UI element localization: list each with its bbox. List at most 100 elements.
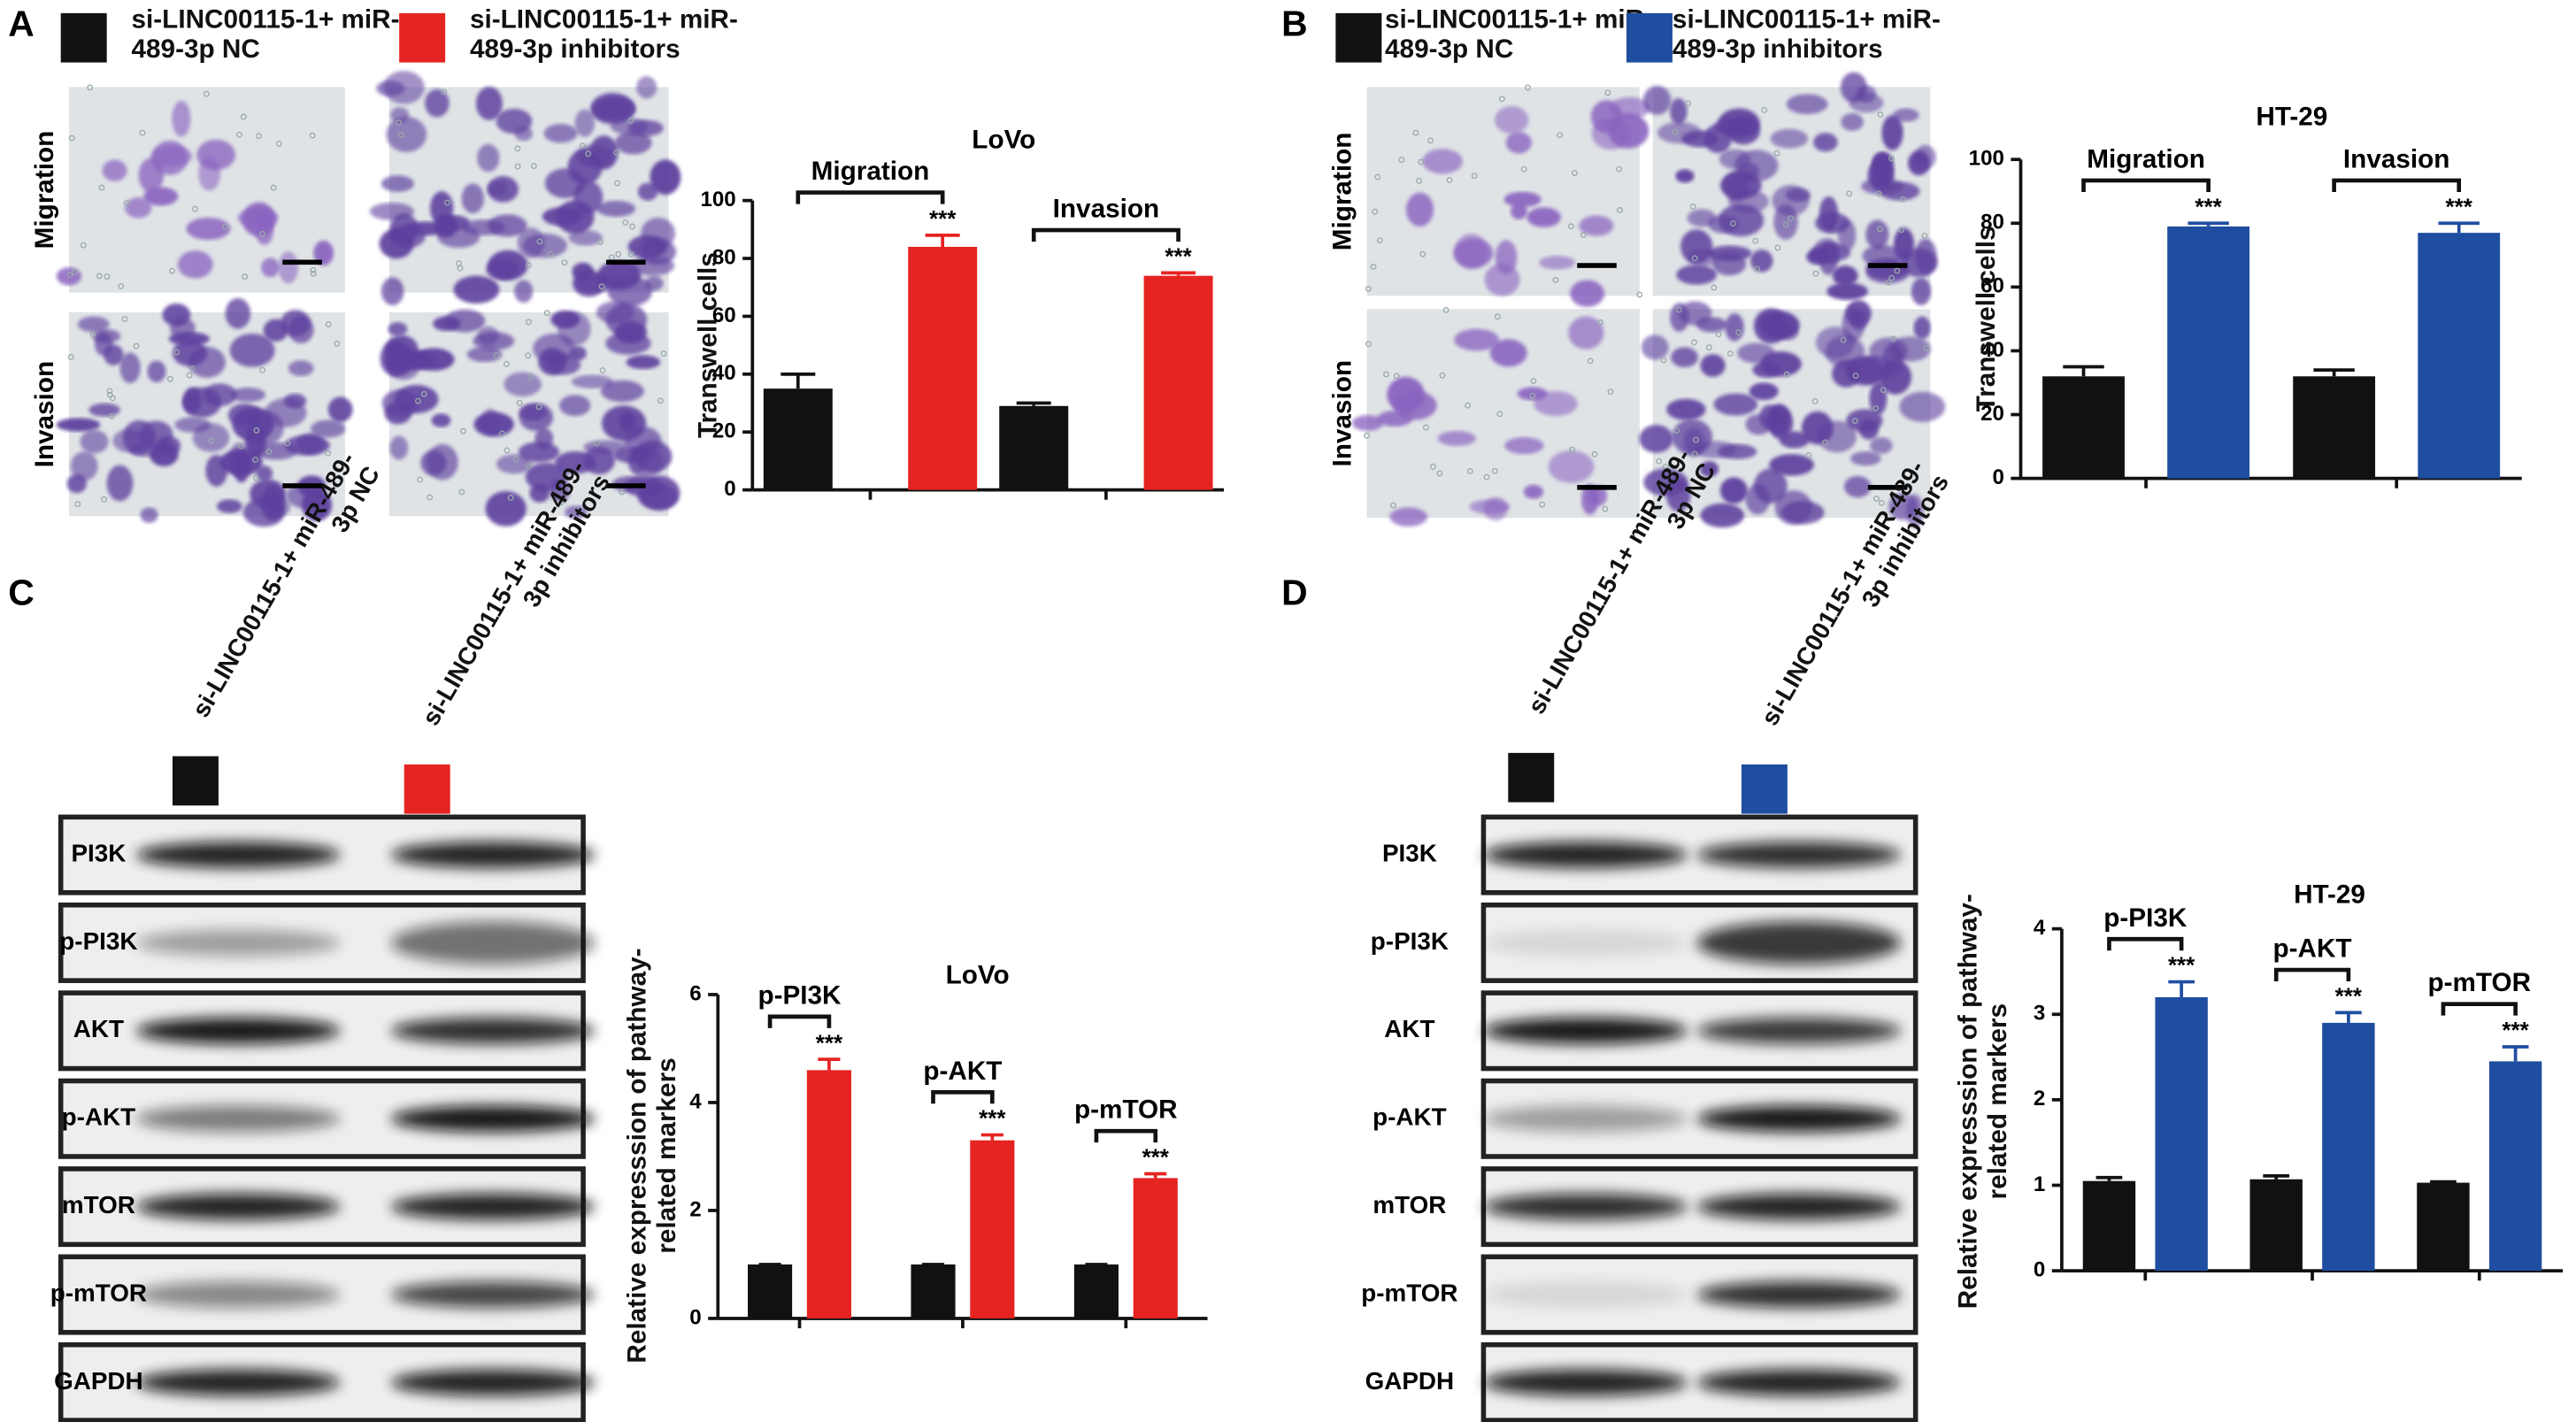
bar	[2293, 376, 2376, 479]
bracket	[931, 1089, 995, 1104]
pore	[265, 448, 273, 455]
micrograph	[1351, 306, 1640, 527]
blot-band	[1483, 1369, 1688, 1396]
cell	[1437, 431, 1477, 446]
blot-band	[390, 1369, 596, 1396]
cell	[1351, 415, 1384, 431]
bracket	[1094, 1128, 1158, 1143]
legend-label: si-LINC00115-1+ miR-489-3p NC	[1385, 6, 1653, 65]
pore	[310, 266, 317, 273]
bar	[763, 388, 833, 490]
pore	[1520, 165, 1527, 173]
cell	[596, 301, 634, 324]
cell	[310, 419, 346, 438]
legend-swatch	[399, 12, 446, 63]
y-label-box: Relative expresssion of pathway-related …	[623, 948, 682, 1364]
category-label: p-PI3K	[757, 980, 842, 1010]
cell	[645, 275, 664, 291]
y-tick-label: 2	[689, 1197, 701, 1221]
error-bar	[1016, 401, 1051, 406]
scale-bar	[1867, 263, 1908, 268]
blot-band	[1483, 1105, 1688, 1133]
cell	[389, 225, 426, 249]
bracket	[2441, 1002, 2518, 1016]
cell	[1643, 468, 1688, 496]
bracket	[2273, 967, 2351, 982]
cell	[1642, 85, 1672, 115]
bracket	[2107, 936, 2184, 951]
legend-swatch	[1626, 12, 1672, 63]
pore	[173, 349, 181, 356]
pore	[396, 119, 402, 127]
pore	[593, 440, 600, 447]
pore	[1691, 339, 1697, 346]
pore	[444, 199, 450, 206]
pore	[1416, 177, 1423, 184]
pore	[1496, 411, 1503, 418]
blot-band	[1483, 1017, 1688, 1044]
cell	[514, 127, 533, 142]
scale-bar	[1577, 263, 1617, 268]
cell	[1769, 454, 1814, 476]
cell	[1811, 243, 1851, 262]
pore	[660, 350, 667, 357]
pore	[139, 129, 146, 136]
panel-label: D	[1281, 572, 1307, 612]
error-bar	[2313, 368, 2355, 377]
pore	[1693, 436, 1699, 443]
pore	[493, 352, 500, 359]
cell	[278, 251, 298, 284]
cell	[1779, 431, 1810, 449]
pore	[1616, 207, 1623, 213]
cell	[386, 116, 427, 153]
cell	[384, 402, 411, 425]
cell	[600, 380, 644, 403]
y-axis-label: Relative expresssion of pathway-related …	[623, 948, 682, 1364]
cell	[151, 140, 188, 175]
cell	[225, 298, 251, 329]
blot-band	[136, 1105, 341, 1133]
cell	[157, 436, 181, 456]
cell	[1700, 461, 1719, 478]
panel-label: C	[8, 572, 34, 612]
bracket	[2081, 178, 2211, 192]
cell	[125, 197, 152, 219]
cell	[216, 499, 242, 513]
blot-band	[390, 1105, 596, 1133]
pore	[561, 259, 568, 266]
pore	[1851, 418, 1858, 424]
cell	[147, 360, 166, 383]
pore	[203, 90, 210, 97]
pore	[1365, 341, 1372, 348]
pore	[68, 135, 75, 142]
pore	[1875, 190, 1882, 197]
cell	[162, 303, 191, 327]
error-bar	[1144, 1172, 1167, 1179]
cell	[381, 175, 415, 192]
blot-row-label: p-mTOR	[50, 1279, 147, 1306]
cell	[1489, 339, 1527, 367]
legend-swatch	[1335, 12, 1382, 63]
cell	[1785, 188, 1811, 203]
pore	[457, 265, 464, 272]
pore	[270, 184, 277, 191]
y-axis-label: Relative expresssion of pathway-related …	[1954, 894, 2013, 1310]
blot-band	[1696, 1193, 1901, 1220]
cell	[1669, 98, 1688, 125]
cell	[461, 183, 484, 214]
pore	[458, 488, 465, 496]
panel-label: B	[1281, 4, 1307, 44]
blot-row-label: p-PI3K	[1371, 927, 1449, 955]
legend-box: si-LINC00115-1+ miR-489-3p NC	[1385, 6, 1653, 65]
cell	[1879, 181, 1920, 201]
scale-bar	[606, 259, 646, 265]
cell	[1570, 280, 1605, 307]
blot-band	[390, 842, 596, 868]
pore	[118, 282, 125, 289]
pore	[420, 390, 427, 397]
pore	[66, 272, 73, 278]
pore	[585, 150, 592, 158]
pore	[579, 142, 586, 150]
cell	[1588, 485, 1608, 507]
